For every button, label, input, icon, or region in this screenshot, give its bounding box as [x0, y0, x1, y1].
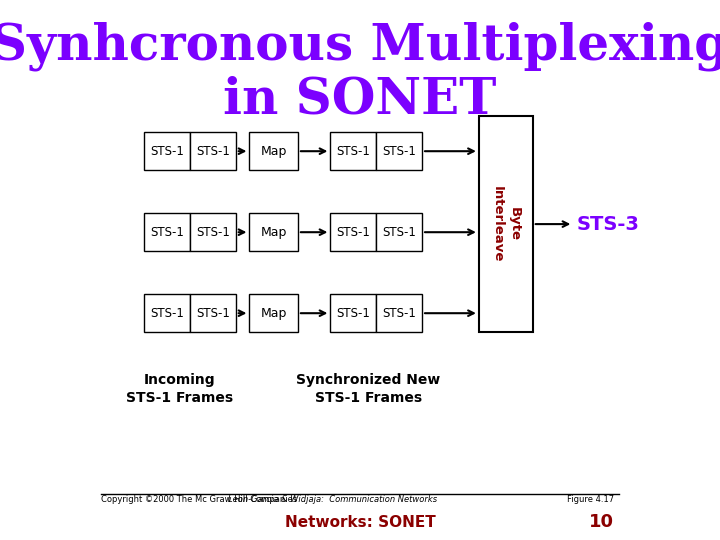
Bar [330, 213, 376, 251]
Bar [144, 132, 190, 170]
Text: Synhcronous Multiplexing: Synhcronous Multiplexing [0, 21, 720, 71]
Text: STS-1: STS-1 [336, 226, 370, 239]
Text: STS-1: STS-1 [196, 307, 230, 320]
Text: Map: Map [261, 226, 287, 239]
Text: Copyright ©2000 The Mc Graw Hill Companies: Copyright ©2000 The Mc Graw Hill Compani… [101, 495, 297, 504]
Text: STS-1: STS-1 [382, 307, 416, 320]
Text: Leon-Garcia & Widjaja:  Communication Networks: Leon-Garcia & Widjaja: Communication Net… [228, 495, 438, 504]
Text: STS-1: STS-1 [336, 145, 370, 158]
Bar [330, 132, 376, 170]
Bar [376, 213, 422, 251]
Text: STS-1: STS-1 [150, 145, 184, 158]
Text: STS-1: STS-1 [336, 307, 370, 320]
Text: STS-1: STS-1 [196, 145, 230, 158]
Text: STS-3: STS-3 [577, 214, 640, 234]
Bar [190, 213, 236, 251]
Text: Synchronized New
STS-1 Frames: Synchronized New STS-1 Frames [296, 373, 440, 405]
Text: STS-1: STS-1 [150, 226, 184, 239]
Text: Networks: SONET: Networks: SONET [284, 515, 436, 530]
Text: Map: Map [261, 307, 287, 320]
Text: Byte
Interleave: Byte Interleave [491, 186, 521, 262]
Text: STS-1: STS-1 [382, 145, 416, 158]
Bar [190, 132, 236, 170]
Bar [190, 294, 236, 332]
Bar [249, 294, 298, 332]
Bar [249, 213, 298, 251]
Bar [376, 132, 422, 170]
Text: Figure 4.17: Figure 4.17 [567, 495, 613, 504]
Text: Incoming
STS-1 Frames: Incoming STS-1 Frames [125, 373, 233, 405]
Text: 10: 10 [589, 513, 613, 531]
Text: STS-1: STS-1 [382, 226, 416, 239]
Text: Map: Map [261, 145, 287, 158]
Bar [144, 294, 190, 332]
Text: STS-1: STS-1 [196, 226, 230, 239]
Bar [144, 213, 190, 251]
Bar [330, 294, 376, 332]
Bar [479, 116, 533, 332]
Text: in SONET: in SONET [223, 76, 497, 124]
Bar [376, 294, 422, 332]
Bar [249, 132, 298, 170]
Text: STS-1: STS-1 [150, 307, 184, 320]
